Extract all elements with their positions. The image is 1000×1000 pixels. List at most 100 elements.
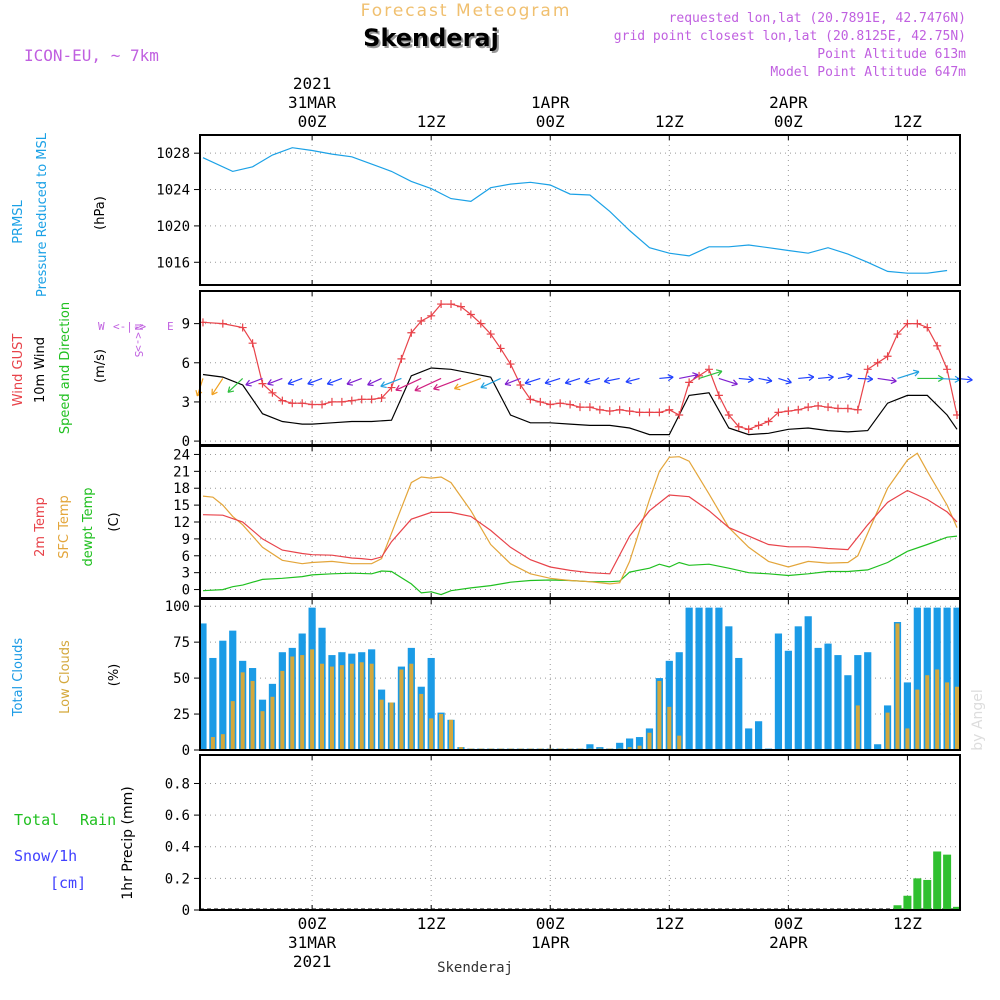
wind-arrow <box>327 377 343 385</box>
gust-marker <box>337 397 346 406</box>
gust-marker <box>794 405 803 414</box>
gust-marker <box>407 328 416 337</box>
temp2m-label: 2m Temp <box>33 497 48 557</box>
gust-marker <box>843 404 852 413</box>
y-tick-label: 0.2 <box>165 871 190 887</box>
bottom-time-label: 00Z <box>774 914 803 933</box>
wind-arrow <box>267 377 283 385</box>
wind-arrow <box>837 375 853 380</box>
low-cloud-bar <box>300 655 305 750</box>
sfc-temp-label: SFC Temp <box>57 495 72 559</box>
low-cloud-bar <box>895 623 900 750</box>
sfc-temp-line <box>202 452 958 585</box>
wind-arrow-head <box>912 369 920 377</box>
low-cloud-bar <box>855 705 860 750</box>
low-cloud-bar <box>399 669 404 750</box>
point-altitude: Point Altitude 613m <box>817 47 966 62</box>
temp-unit: (C) <box>107 512 122 531</box>
gust-marker <box>605 407 614 416</box>
y-tick-label: 3 <box>182 566 190 582</box>
gust-marker <box>238 323 247 332</box>
wind-arrow-head <box>564 378 572 386</box>
gust-marker <box>923 323 932 332</box>
compass-e: E <box>167 320 174 333</box>
top-time-label: 00Z <box>536 112 565 131</box>
top-time-label: 1APR <box>531 93 570 112</box>
total-cloud-bar <box>586 744 594 750</box>
low-cloud-bar <box>329 666 334 750</box>
wind-arrow-head <box>667 373 674 382</box>
gust-marker <box>724 410 733 419</box>
wind-arrow <box>877 377 897 382</box>
gust-marker <box>218 319 227 328</box>
bottom-time-label: 12Z <box>655 914 684 933</box>
gust-marker <box>625 407 634 416</box>
y-tick-label: 12 <box>173 515 190 531</box>
dewpoint-line <box>202 535 958 596</box>
y-tick-label: 1024 <box>156 183 190 199</box>
gridpoint-coords: grid point closest lon,lat (20.8125E, 42… <box>614 29 966 44</box>
gust-marker <box>447 300 456 309</box>
top-time-label: 12Z <box>655 112 684 131</box>
gust-marker <box>298 399 307 408</box>
y-tick-label: 0 <box>182 434 190 450</box>
wind-arrow <box>798 376 814 380</box>
location-title-shadow: Skenderaj <box>365 26 501 54</box>
y-tick-label: 6 <box>182 549 190 565</box>
wind-arrow-head <box>480 382 487 389</box>
low-cloud-bar <box>339 665 344 750</box>
gust-marker <box>764 417 773 426</box>
total-cloud-bar <box>794 626 802 750</box>
gust-marker <box>258 379 267 388</box>
gust-marker <box>506 360 515 369</box>
gust-marker <box>685 378 694 387</box>
gust-marker <box>744 425 753 434</box>
wind-arrow-head <box>584 377 591 385</box>
model-label: ICON-EU, ~ 7km <box>24 46 159 65</box>
y-tick-label: 0.8 <box>165 776 190 792</box>
wind-arrow-head <box>453 383 461 391</box>
low-cloud-bar <box>945 682 950 750</box>
total-cloud-bar <box>844 675 852 750</box>
total-cloud-bar <box>745 728 753 750</box>
pressure-labels: PRMSL Pressure Reduced to MSL (hPa) <box>11 132 108 297</box>
wind-arrow-head <box>625 377 632 385</box>
wind-arrow-head <box>524 378 532 386</box>
wind-arrow <box>227 378 244 393</box>
y-tick-label: 0 <box>182 583 190 599</box>
rain-bar <box>903 895 912 910</box>
wind-arrow-head <box>211 388 218 396</box>
wind-arrow <box>818 376 834 380</box>
panel-frame <box>199 598 961 751</box>
temp-labels: 2m Temp SFC Temp dewpt Temp (C) <box>33 487 122 566</box>
wind-dir-label: Speed and Direction <box>58 302 73 434</box>
wind-arrow-head <box>747 375 754 383</box>
gust-marker <box>734 422 743 431</box>
rain-bar <box>933 851 942 910</box>
total-cloud-bar <box>199 623 207 750</box>
total-cloud-bar <box>616 742 624 750</box>
panel-frame <box>199 134 961 286</box>
wind-arrow-head <box>346 379 353 386</box>
wind-arrow-head <box>227 386 235 393</box>
wind-arrow <box>857 377 873 380</box>
total-cloud-bar <box>685 607 693 750</box>
gust-marker <box>784 407 793 416</box>
top-time-label: 00Z <box>298 112 327 131</box>
wind-arrow <box>504 377 521 385</box>
y-tick-label: 50 <box>173 671 190 687</box>
gust-marker <box>456 302 465 311</box>
bottom-time-label: 31MAR <box>288 933 337 952</box>
low-cloud-bar <box>369 663 374 750</box>
top-time-label: 00Z <box>774 112 803 131</box>
wind-arrow-head <box>867 375 874 383</box>
low-cloud-bar <box>320 663 325 750</box>
dewpt-label: dewpt Temp <box>81 487 96 566</box>
panel-frame <box>199 754 961 911</box>
gust-marker <box>357 395 366 404</box>
top-time-label: 2APR <box>769 93 808 112</box>
wind-arrow <box>433 377 462 390</box>
top-time-label: 2021 <box>293 74 332 93</box>
y-tick-label: 0.6 <box>165 808 190 824</box>
